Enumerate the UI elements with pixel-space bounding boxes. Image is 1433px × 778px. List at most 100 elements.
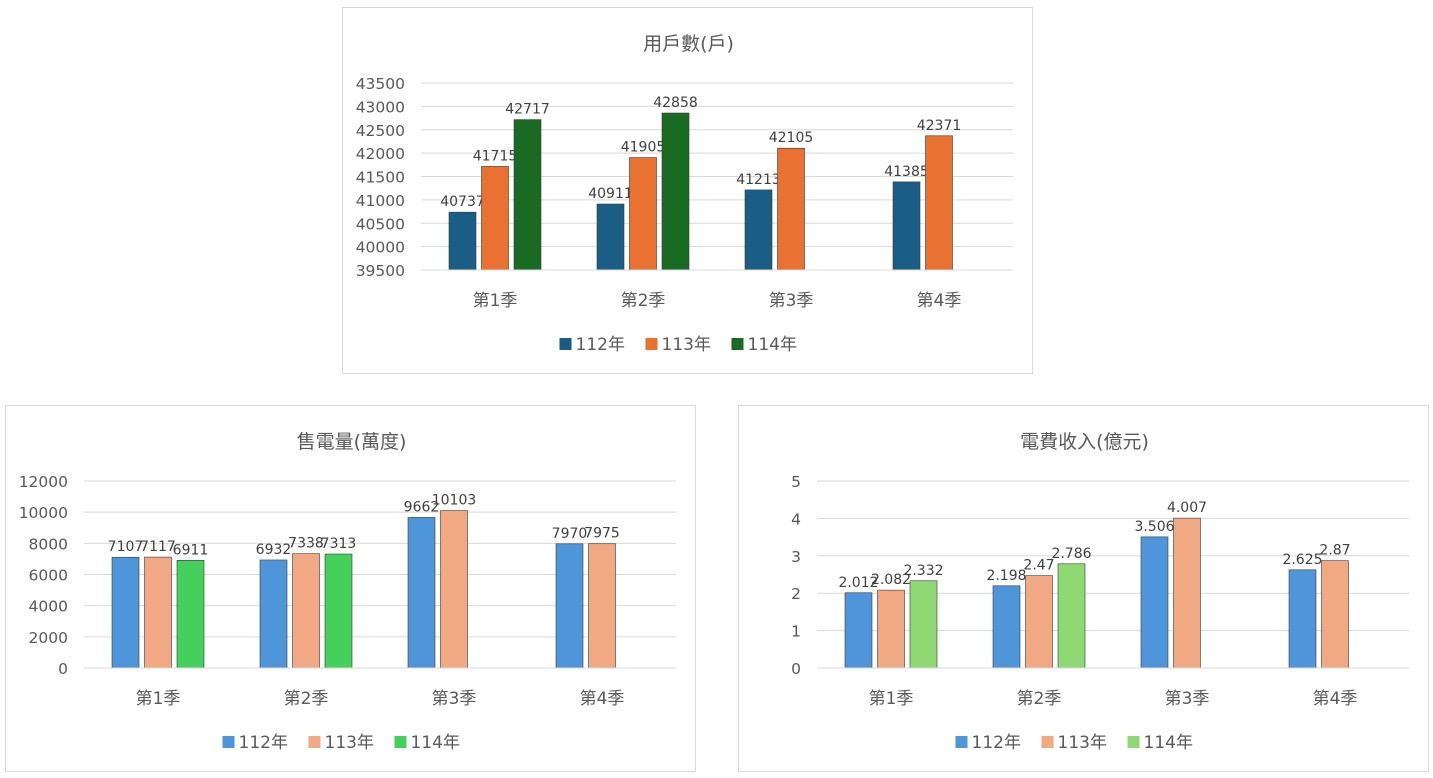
- y-tick-label: 40500: [356, 215, 405, 233]
- chart-electricity-sales: 售電量(萬度) 0 2000 4000 6000 8000 10000 12000 第1季 第2季…: [5, 405, 696, 772]
- y-tick-label: 6000: [29, 567, 68, 585]
- bar: [555, 543, 584, 669]
- legend-label: 113年: [662, 335, 711, 355]
- y-tick-label: 2000: [29, 629, 68, 647]
- y-tick-label: 0: [58, 660, 68, 678]
- data-label: 2.198: [986, 568, 1026, 584]
- y-tick-label: 40000: [356, 239, 405, 257]
- chart-title: 售電量(萬度): [297, 431, 407, 453]
- bar: [1057, 563, 1086, 669]
- legend-label: 112年: [576, 335, 625, 355]
- bar: [1321, 560, 1349, 669]
- data-label: 4.007: [1167, 500, 1207, 516]
- bar: [111, 556, 140, 669]
- bar: [324, 553, 353, 669]
- bar: [144, 556, 172, 669]
- bar: [1288, 569, 1317, 669]
- legend-label: 114年: [411, 733, 460, 753]
- data-label: 2.012: [838, 575, 878, 591]
- y-tick-label: 43500: [356, 75, 405, 93]
- y-tick-label: 42000: [356, 145, 405, 163]
- chart-title: 用戶數(戶): [643, 33, 734, 55]
- bar: [440, 510, 468, 669]
- x-tick-label: 第1季: [869, 689, 914, 709]
- bar: [661, 112, 690, 271]
- x-tick-label: 第3季: [1165, 689, 1210, 709]
- legend-label: 114年: [1144, 733, 1193, 753]
- bar: [1140, 536, 1169, 669]
- y-tick-label: 12000: [19, 473, 68, 491]
- x-tick-label: 第4季: [580, 689, 625, 709]
- data-label: 2.332: [903, 563, 943, 579]
- chart-title: 電費收入(億元): [1020, 431, 1149, 453]
- bar: [629, 157, 657, 271]
- data-label: 6911: [173, 542, 209, 558]
- data-label: 42858: [653, 95, 698, 111]
- bar: [1025, 575, 1053, 669]
- legend-swatch: [731, 338, 744, 350]
- y-tick-label: 41000: [356, 192, 405, 210]
- bar: [844, 592, 873, 669]
- x-tick-label: 第4季: [917, 291, 962, 311]
- x-tick-label: 第1季: [136, 689, 181, 709]
- legend-swatch: [222, 736, 235, 748]
- y-tick-label: 4000: [29, 598, 68, 616]
- y-tick-label: 42500: [356, 122, 405, 140]
- legend-label: 113年: [325, 733, 374, 753]
- bar: [925, 135, 953, 271]
- legend-label: 113年: [1058, 733, 1107, 753]
- data-label: 40737: [440, 194, 485, 210]
- bar: [259, 559, 288, 669]
- chart-svg: 售電量(萬度) 0 2000 4000 6000 8000 10000 12000 第1季 第2季…: [19, 431, 676, 753]
- data-label: 42105: [769, 130, 814, 146]
- bar: [909, 580, 938, 669]
- data-label: 7117: [140, 539, 176, 555]
- x-tick-label: 第2季: [1017, 689, 1062, 709]
- data-label: 7975: [584, 526, 620, 542]
- bar: [1173, 517, 1201, 669]
- y-tick-label: 39500: [356, 262, 405, 280]
- data-label: 10103: [432, 493, 477, 509]
- y-tick-label: 41500: [356, 169, 405, 187]
- data-label: 41213: [736, 172, 781, 188]
- bar: [448, 211, 477, 271]
- legend-swatch: [1041, 736, 1054, 748]
- chart-svg: 用戶數(戶) 39500 40000 40500 41000 41500 42000 4250…: [356, 33, 1013, 355]
- legend-label: 112年: [972, 733, 1021, 753]
- data-label: 6932: [256, 542, 292, 558]
- y-tick-label: 8000: [29, 535, 68, 553]
- bar: [744, 189, 773, 271]
- bar: [596, 203, 625, 271]
- chart-electricity-revenue: 電費收入(億元) 0 1 2 3 4 5 第1季 第2季 第3季 第4季 2.012 2.198 3.50…: [738, 405, 1429, 772]
- data-label: 40911: [588, 186, 633, 202]
- data-label: 2.625: [1282, 552, 1322, 568]
- data-label: 41905: [621, 140, 666, 156]
- y-tick-label: 5: [791, 473, 801, 491]
- data-label: 2.87: [1319, 543, 1350, 559]
- y-tick-label: 3: [791, 548, 801, 566]
- chart-households: 用戶數(戶) 39500 40000 40500 41000 41500 42000 4250…: [342, 7, 1033, 374]
- x-tick-label: 第2季: [621, 291, 666, 311]
- bar: [481, 166, 509, 271]
- y-tick-label: 1: [791, 623, 801, 641]
- data-label: 41385: [884, 164, 929, 180]
- data-label: 2.786: [1051, 546, 1091, 562]
- data-label: 2.082: [871, 572, 911, 588]
- bar: [292, 553, 320, 669]
- legend-label: 112年: [239, 733, 288, 753]
- bar: [892, 181, 921, 271]
- legend-swatch: [955, 736, 968, 748]
- data-label: 9662: [404, 499, 440, 515]
- data-label: 7970: [552, 526, 588, 542]
- y-tick-label: 0: [791, 660, 801, 678]
- data-label: 42717: [505, 102, 550, 118]
- x-tick-label: 第4季: [1313, 689, 1358, 709]
- data-label: 7338: [288, 536, 324, 552]
- y-tick-label: 10000: [19, 504, 68, 522]
- data-label: 3.506: [1134, 519, 1174, 535]
- legend-swatch: [645, 338, 658, 350]
- legend-swatch: [1127, 736, 1140, 748]
- bar: [513, 119, 542, 271]
- y-tick-label: 4: [791, 510, 801, 528]
- bar: [877, 589, 905, 669]
